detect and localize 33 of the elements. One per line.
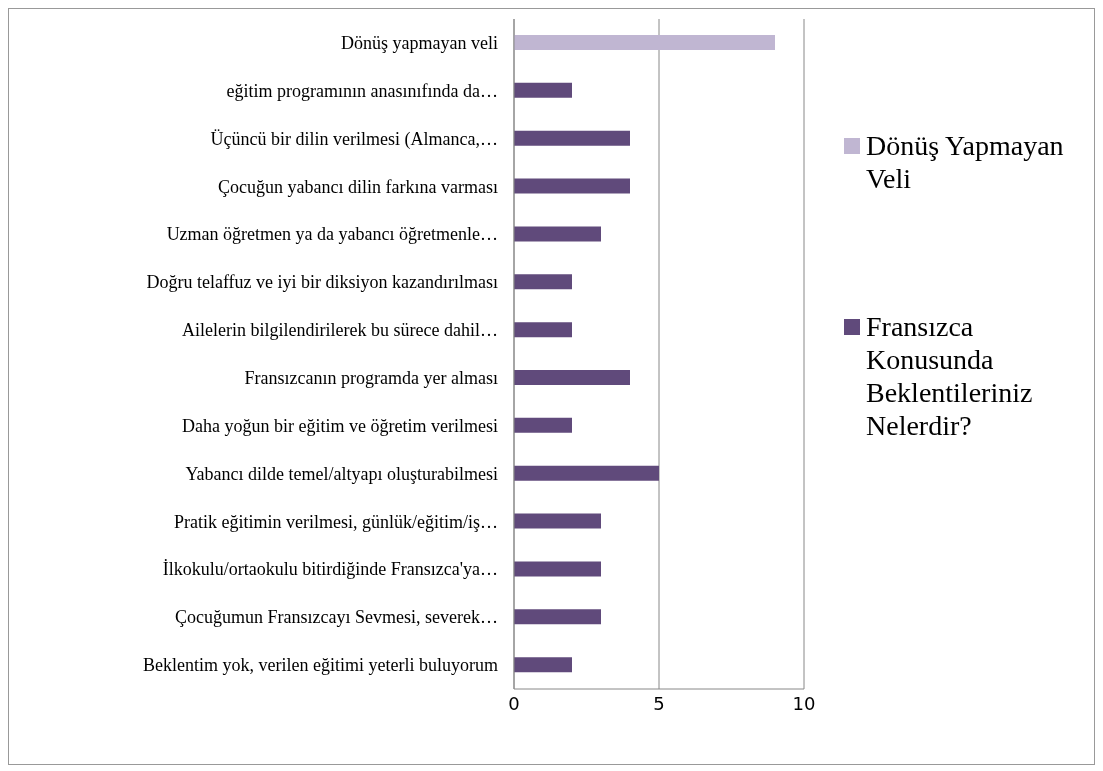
- bar: [514, 178, 630, 194]
- y-tick-label: Yabancı dilde temel/altyapı oluşturabilmesi: [185, 463, 498, 484]
- y-tick-label: Uzman öğretmen ya da yabancı öğretmenle…: [166, 224, 498, 245]
- y-tick-label: Ailelerin bilgilendirilerek bu sürece dahil…: [182, 320, 498, 341]
- legend-label: Fransızca Konusunda Beklentileriniz Nelerdir?: [866, 310, 1034, 442]
- bar: [514, 417, 572, 433]
- y-tick-label: Pratik eğitimin verilmesi, günlük/eğitim/iş…: [174, 511, 498, 532]
- legend-label: Dönüş Yapmayan Veli: [866, 129, 1065, 195]
- bar: [514, 513, 601, 529]
- y-tick-label: Üçüncü bir dilin verilmesi (Almanca,…: [210, 128, 498, 150]
- y-tick-label: Fransızcanın programda yer alması: [244, 367, 498, 388]
- y-tick-label: Daha yoğun bir eğitim ve öğretim verilmesi: [182, 415, 498, 436]
- y-tick-label: Çocuğumun Fransızcayı Sevmesi, severek…: [175, 607, 498, 628]
- y-tick-label: Doğru telaffuz ve iyi bir diksiyon kazandırılması: [146, 272, 498, 293]
- y-tick-label: Dönüş yapmayan veli: [341, 32, 498, 53]
- x-tick-label: 10: [792, 692, 816, 714]
- bar: [514, 226, 601, 242]
- y-tick-label: Çocuğun yabancı dilin farkına varması: [218, 176, 498, 197]
- y-tick-label: eğitim programının anasınıfında da…: [226, 80, 498, 101]
- bar: [514, 465, 659, 481]
- bar: [514, 82, 572, 98]
- bar: [514, 35, 775, 50]
- bar: [514, 322, 572, 338]
- y-tick-label: İlkokulu/ortaokulu bitirdiğinde Fransızca'ya…: [162, 559, 498, 580]
- bar: [514, 370, 630, 385]
- bar: [514, 609, 601, 625]
- y-tick-label: Beklentim yok, verilen eğitimi yeterli buluyorum: [143, 655, 498, 676]
- bar: [514, 130, 630, 146]
- x-tick-label: 5: [653, 692, 665, 714]
- bar: [514, 274, 572, 290]
- bar: [514, 561, 601, 577]
- bar: [514, 657, 572, 673]
- x-tick-label: 0: [508, 692, 520, 714]
